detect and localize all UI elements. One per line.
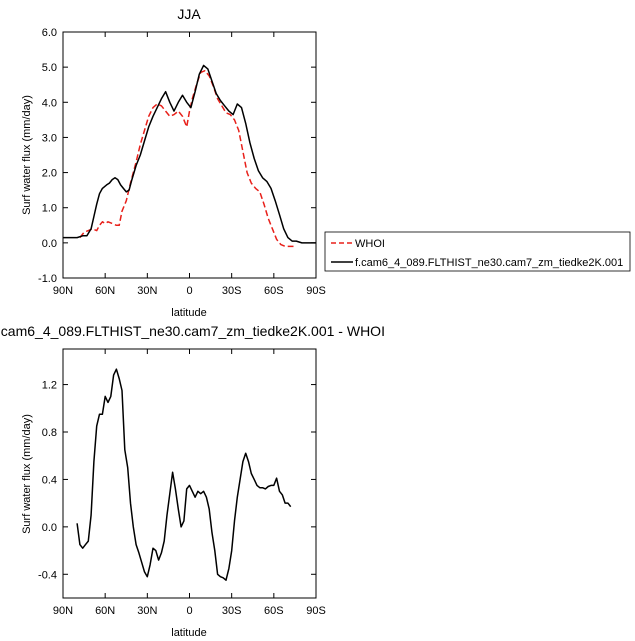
top-chart-y-ticks: -1.0 0.0 1.0 2.0 3.0 4.0 5.0 6.0 <box>38 27 316 285</box>
legend: WHOI f.cam6_4_089.FLTHIST_ne30.cam7_zm_t… <box>324 231 631 272</box>
top-chart-xlabel: latitude <box>171 307 206 319</box>
top-chart-series-line-0 <box>79 69 294 248</box>
top-chart-y-tick-label: 1.0 <box>42 203 57 215</box>
top-chart-y-tick-label: 4.0 <box>42 97 57 109</box>
top-chart-x-tick-label: 30S <box>222 285 242 297</box>
top-chart-y-tick-label: 6.0 <box>42 27 57 39</box>
top-chart-x-tick-label: 60N <box>95 285 115 297</box>
top-chart-title: JJA <box>177 6 201 22</box>
top-chart-y-tick-label: 2.0 <box>42 168 57 180</box>
bottom-chart-x-tick-label: 30N <box>137 605 157 617</box>
bottom-chart-y-tick-label: -0.4 <box>38 569 57 581</box>
top-chart-series-line-1 <box>63 64 316 244</box>
bottom-chart-x-ticks: 90N 60N 30N 0 30S 60S 90S <box>53 349 326 617</box>
legend-box <box>324 231 631 272</box>
bottom-chart-y-tick-label: 0.4 <box>42 474 57 486</box>
bottom-chart-x-tick-label: 60N <box>95 605 115 617</box>
bottom-chart-title: f.cam6_4_089.FLTHIST_ne30.cam7_zm_tiedke… <box>0 323 385 339</box>
top-chart: JJA Surf water flux (mm/day) latitude 90… <box>21 6 326 319</box>
bottom-chart-x-tick-label: 0 <box>186 605 192 617</box>
bottom-chart-y-ticks: -0.4 0.0 0.4 0.8 1.2 <box>38 380 316 581</box>
bottom-chart-x-tick-label: 60S <box>264 605 284 617</box>
bottom-chart-x-tick-label: 30S <box>222 605 242 617</box>
bottom-chart-lines <box>76 368 292 581</box>
top-chart-x-tick-label: 0 <box>186 285 192 297</box>
top-chart-x-tick-label: 90S <box>306 285 326 297</box>
top-chart-y-tick-label: -1.0 <box>38 273 57 285</box>
bottom-chart-series-line-0 <box>76 368 292 581</box>
top-chart-x-tick-label: 30N <box>137 285 157 297</box>
top-chart-x-tick-label: 90N <box>53 285 73 297</box>
top-chart-lines <box>63 64 316 248</box>
legend-label-whoi: WHOI <box>355 238 385 250</box>
bottom-chart-x-tick-label: 90N <box>53 605 73 617</box>
top-chart-frame <box>62 31 317 279</box>
bottom-chart-frame <box>62 348 317 599</box>
bottom-chart-xlabel: latitude <box>171 627 206 639</box>
top-chart-x-ticks: 90N 60N 30N 0 30S 60S 90S <box>53 32 326 297</box>
bottom-chart-ylabel: Surf water flux (mm/day) <box>21 414 33 534</box>
bottom-chart-y-tick-label: 1.2 <box>42 380 57 392</box>
top-chart-ylabel: Surf water flux (mm/day) <box>21 95 33 215</box>
top-chart-y-tick-label: 5.0 <box>42 62 57 74</box>
legend-label-model: f.cam6_4_089.FLTHIST_ne30.cam7_zm_tiedke… <box>355 257 623 269</box>
bottom-chart-y-tick-label: 0.8 <box>42 427 57 439</box>
top-chart-x-tick-label: 60S <box>264 285 284 297</box>
bottom-chart-x-tick-label: 90S <box>306 605 326 617</box>
bottom-chart: f.cam6_4_089.FLTHIST_ne30.cam7_zm_tiedke… <box>0 323 385 639</box>
top-chart-y-tick-label: 3.0 <box>42 132 57 144</box>
top-chart-y-tick-label: 0.0 <box>42 238 57 250</box>
bottom-chart-y-tick-label: 0.0 <box>42 522 57 534</box>
